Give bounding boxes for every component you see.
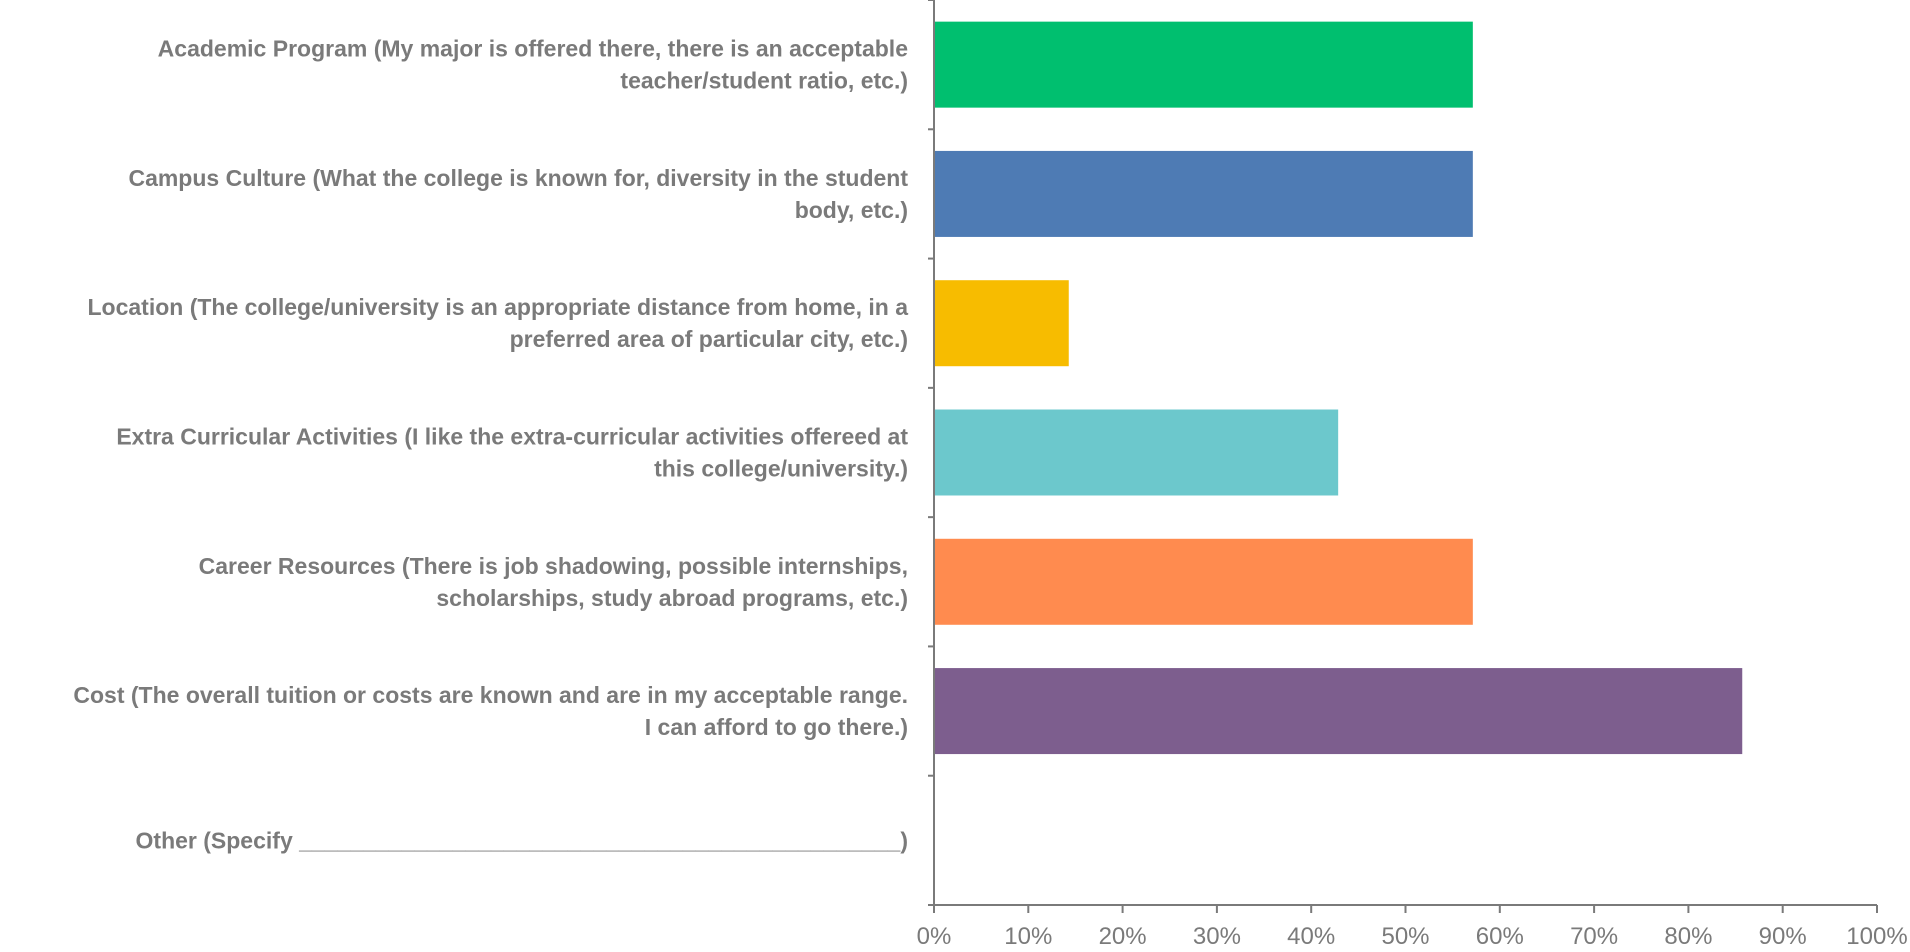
category-label: Campus Culture (What the college is know… (128, 165, 908, 223)
bar (934, 21, 1473, 108)
x-tick-label: 100% (1846, 923, 1907, 950)
bar (934, 280, 1069, 367)
category-label-line: body, etc.) (795, 197, 908, 223)
category-label-line: Location (The college/university is an a… (87, 294, 908, 320)
x-tick-label: 40% (1287, 923, 1335, 950)
bar (934, 668, 1743, 755)
category-label-line: Career Resources (There is job shadowing… (199, 553, 908, 579)
x-tick-label: 80% (1664, 923, 1712, 950)
category-label-line: Other (Specify _________________________… (136, 827, 908, 853)
category-label-line: teacher/student ratio, etc.) (620, 68, 908, 94)
x-tick-label: 10% (1004, 923, 1052, 950)
x-tick-label: 20% (1099, 923, 1147, 950)
category-label-line: Academic Program (My major is offered th… (158, 36, 908, 62)
category-label-line: this college/university.) (654, 456, 908, 482)
category-label-line: preferred area of particular city, etc.) (510, 326, 908, 352)
category-label-line: Cost (The overall tuition or costs are k… (73, 682, 908, 708)
x-tick-label: 30% (1193, 923, 1241, 950)
category-label: Career Resources (There is job shadowing… (199, 553, 908, 611)
category-label: Academic Program (My major is offered th… (158, 36, 908, 94)
category-label-line: Campus Culture (What the college is know… (128, 165, 908, 191)
bar (934, 409, 1339, 496)
x-tick-label: 90% (1759, 923, 1807, 950)
x-tick-label: 60% (1476, 923, 1524, 950)
category-label-line: scholarships, study abroad programs, etc… (436, 585, 908, 611)
category-label-line: Extra Curricular Activities (I like the … (116, 424, 908, 450)
bar (934, 538, 1473, 625)
x-tick-label: 0% (917, 923, 952, 950)
x-tick-labels: 0% 10% 20% 30% 40% 50% 60% 70% 80% 90% 100% (917, 923, 1908, 950)
x-tick-label: 50% (1381, 923, 1429, 950)
axes (928, 0, 1878, 913)
category-label: Location (The college/university is an a… (87, 294, 908, 352)
bar (934, 150, 1473, 237)
bars (934, 21, 1743, 755)
category-label-line: I can afford to go there.) (645, 714, 908, 740)
category-label: Extra Curricular Activities (I like the … (116, 424, 908, 482)
x-tick-label: 70% (1570, 923, 1618, 950)
category-label: Cost (The overall tuition or costs are k… (73, 682, 908, 740)
category-labels: Academic Program (My major is offered th… (73, 36, 908, 854)
category-label: Other (Specify _________________________… (136, 827, 908, 853)
